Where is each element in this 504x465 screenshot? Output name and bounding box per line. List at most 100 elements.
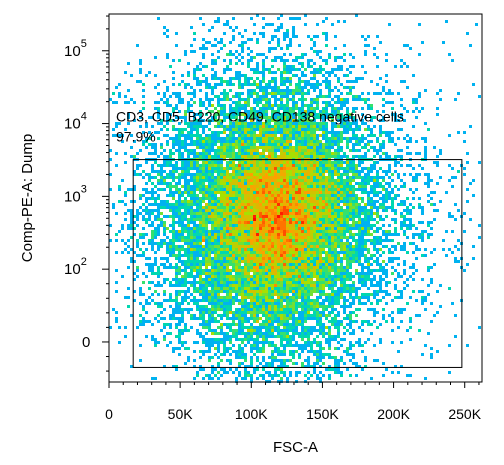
density-cell <box>211 188 214 191</box>
density-cell <box>253 71 256 74</box>
density-cell <box>217 185 220 188</box>
density-cell <box>295 242 298 245</box>
density-cell <box>124 95 127 98</box>
density-cell <box>328 116 331 119</box>
density-cell <box>262 170 265 173</box>
density-cell <box>226 176 229 179</box>
density-cell <box>202 56 205 59</box>
density-cell <box>406 212 409 215</box>
density-cell <box>205 125 208 128</box>
density-cell <box>193 74 196 77</box>
density-cell <box>238 128 241 131</box>
density-cell <box>184 86 187 89</box>
density-cell <box>235 110 238 113</box>
density-cell <box>268 80 271 83</box>
density-cell <box>331 206 334 209</box>
density-cell <box>268 119 271 122</box>
density-cell <box>361 119 364 122</box>
density-cell <box>274 179 277 182</box>
density-cell <box>271 227 274 230</box>
density-cell <box>205 194 208 197</box>
density-cell <box>334 191 337 194</box>
density-cell <box>472 179 475 182</box>
density-cell <box>406 224 409 227</box>
density-cell <box>274 269 277 272</box>
density-cell <box>397 263 400 266</box>
density-cell <box>343 248 346 251</box>
density-cell <box>244 29 247 32</box>
density-cell <box>250 131 253 134</box>
density-cell <box>343 170 346 173</box>
density-cell <box>445 20 448 23</box>
density-cell <box>322 209 325 212</box>
density-cell <box>352 212 355 215</box>
density-cell <box>295 101 298 104</box>
density-cell <box>208 206 211 209</box>
density-cell <box>382 203 385 206</box>
density-cell <box>247 254 250 257</box>
density-cell <box>271 149 274 152</box>
density-cell <box>277 131 280 134</box>
density-cell <box>295 191 298 194</box>
density-cell <box>334 167 337 170</box>
density-cell <box>241 191 244 194</box>
density-cell <box>385 173 388 176</box>
density-cell <box>235 92 238 95</box>
density-cell <box>193 176 196 179</box>
density-cell <box>142 272 145 275</box>
density-cell <box>229 227 232 230</box>
density-cell <box>337 179 340 182</box>
density-cell <box>316 134 319 137</box>
density-cell <box>355 188 358 191</box>
density-cell <box>376 206 379 209</box>
density-cell <box>370 176 373 179</box>
density-cell <box>313 239 316 242</box>
density-cell <box>331 239 334 242</box>
density-cell <box>325 122 328 125</box>
density-cell <box>274 89 277 92</box>
density-cell <box>286 80 289 83</box>
density-cell <box>199 152 202 155</box>
density-cell <box>163 203 166 206</box>
density-cell <box>343 269 346 272</box>
density-cell <box>289 83 292 86</box>
density-cell <box>247 215 250 218</box>
density-cell <box>283 143 286 146</box>
density-cell <box>277 221 280 224</box>
density-cell <box>241 233 244 236</box>
density-cell <box>346 176 349 179</box>
density-cell <box>193 149 196 152</box>
density-cell <box>265 89 268 92</box>
density-cell <box>439 152 442 155</box>
density-cell <box>316 194 319 197</box>
density-cell <box>220 212 223 215</box>
density-cell <box>277 176 280 179</box>
density-cell <box>394 197 397 200</box>
density-cell <box>190 92 193 95</box>
density-cell <box>280 194 283 197</box>
density-cell <box>196 80 199 83</box>
density-cell <box>262 182 265 185</box>
density-cell <box>364 71 367 74</box>
density-cell <box>193 161 196 164</box>
density-cell <box>289 248 292 251</box>
density-cell <box>217 113 220 116</box>
density-cell <box>253 98 256 101</box>
density-cell <box>295 113 298 116</box>
density-cell <box>430 191 433 194</box>
density-cell <box>250 197 253 200</box>
density-cell <box>424 230 427 233</box>
density-cell <box>310 230 313 233</box>
density-cell <box>196 185 199 188</box>
density-cell <box>220 146 223 149</box>
density-cell <box>157 116 160 119</box>
density-cell <box>250 152 253 155</box>
density-cell <box>391 191 394 194</box>
density-cell <box>319 152 322 155</box>
density-cell <box>217 155 220 158</box>
density-cell <box>196 173 199 176</box>
density-cell <box>274 191 277 194</box>
density-cell <box>289 182 292 185</box>
density-cell <box>274 155 277 158</box>
density-cell <box>154 161 157 164</box>
